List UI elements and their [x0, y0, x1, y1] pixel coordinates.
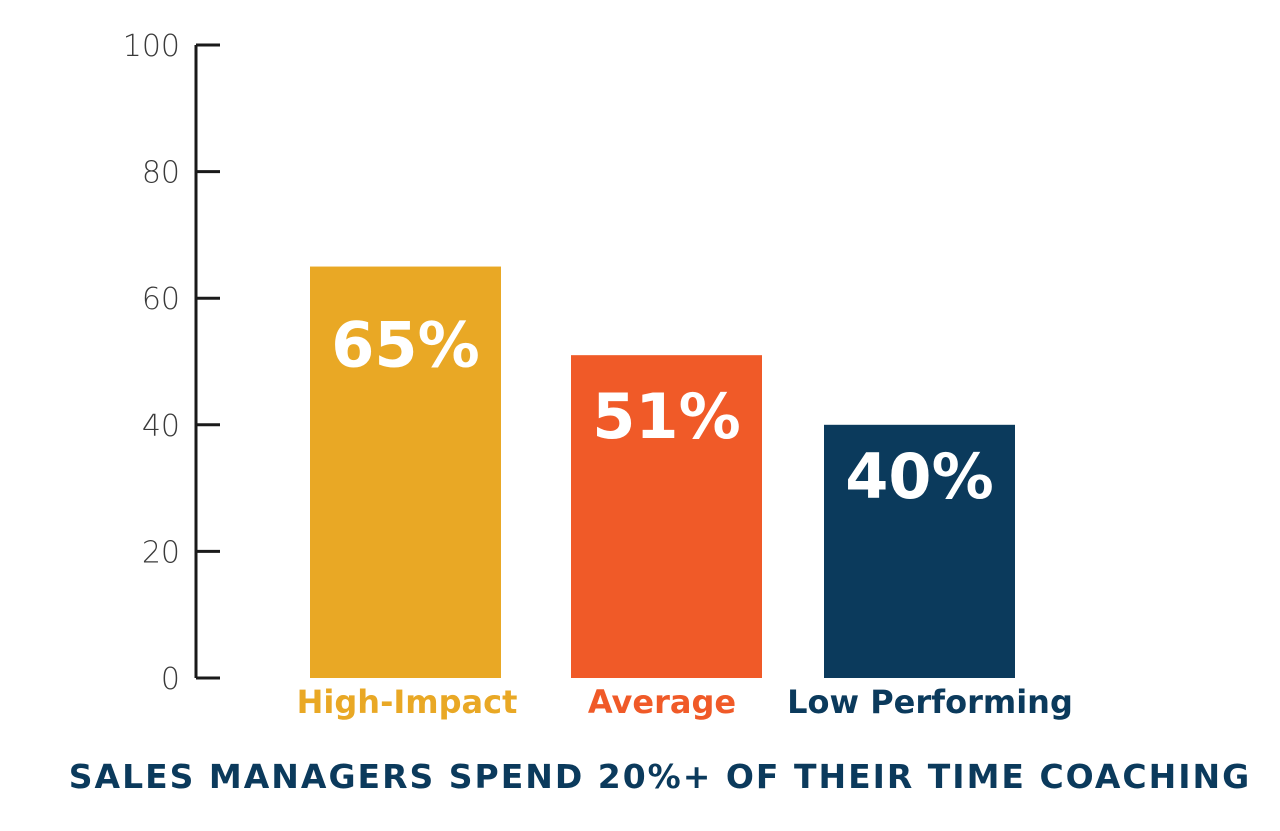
chart-title: SALES MANAGERS SPEND 20%+ OF THEIR TIME … [69, 757, 1251, 796]
y-axis: 0 20 40 60 80 100 [123, 29, 220, 697]
y-tick-label: 60 [142, 282, 180, 317]
bar-value-label: 65% [331, 309, 479, 382]
bar-low-performing [824, 424, 1015, 678]
category-label: Low Performing [787, 683, 1073, 721]
y-tick-label: 40 [142, 409, 180, 444]
bar-average [571, 355, 762, 678]
bar-high-impact [310, 266, 501, 678]
category-label: Average [588, 683, 736, 721]
bars: 65% 51% 40% [310, 266, 1015, 678]
y-tick-label: 0 [161, 662, 180, 697]
category-labels: High-Impact Average Low Performing [297, 683, 1073, 721]
bar-value-label: 40% [845, 440, 993, 513]
y-tick-label: 80 [142, 156, 180, 191]
y-tick-label: 20 [142, 535, 180, 570]
y-tick-label: 100 [123, 29, 180, 64]
category-label: High-Impact [297, 683, 518, 721]
bar-value-label: 51% [592, 380, 740, 453]
